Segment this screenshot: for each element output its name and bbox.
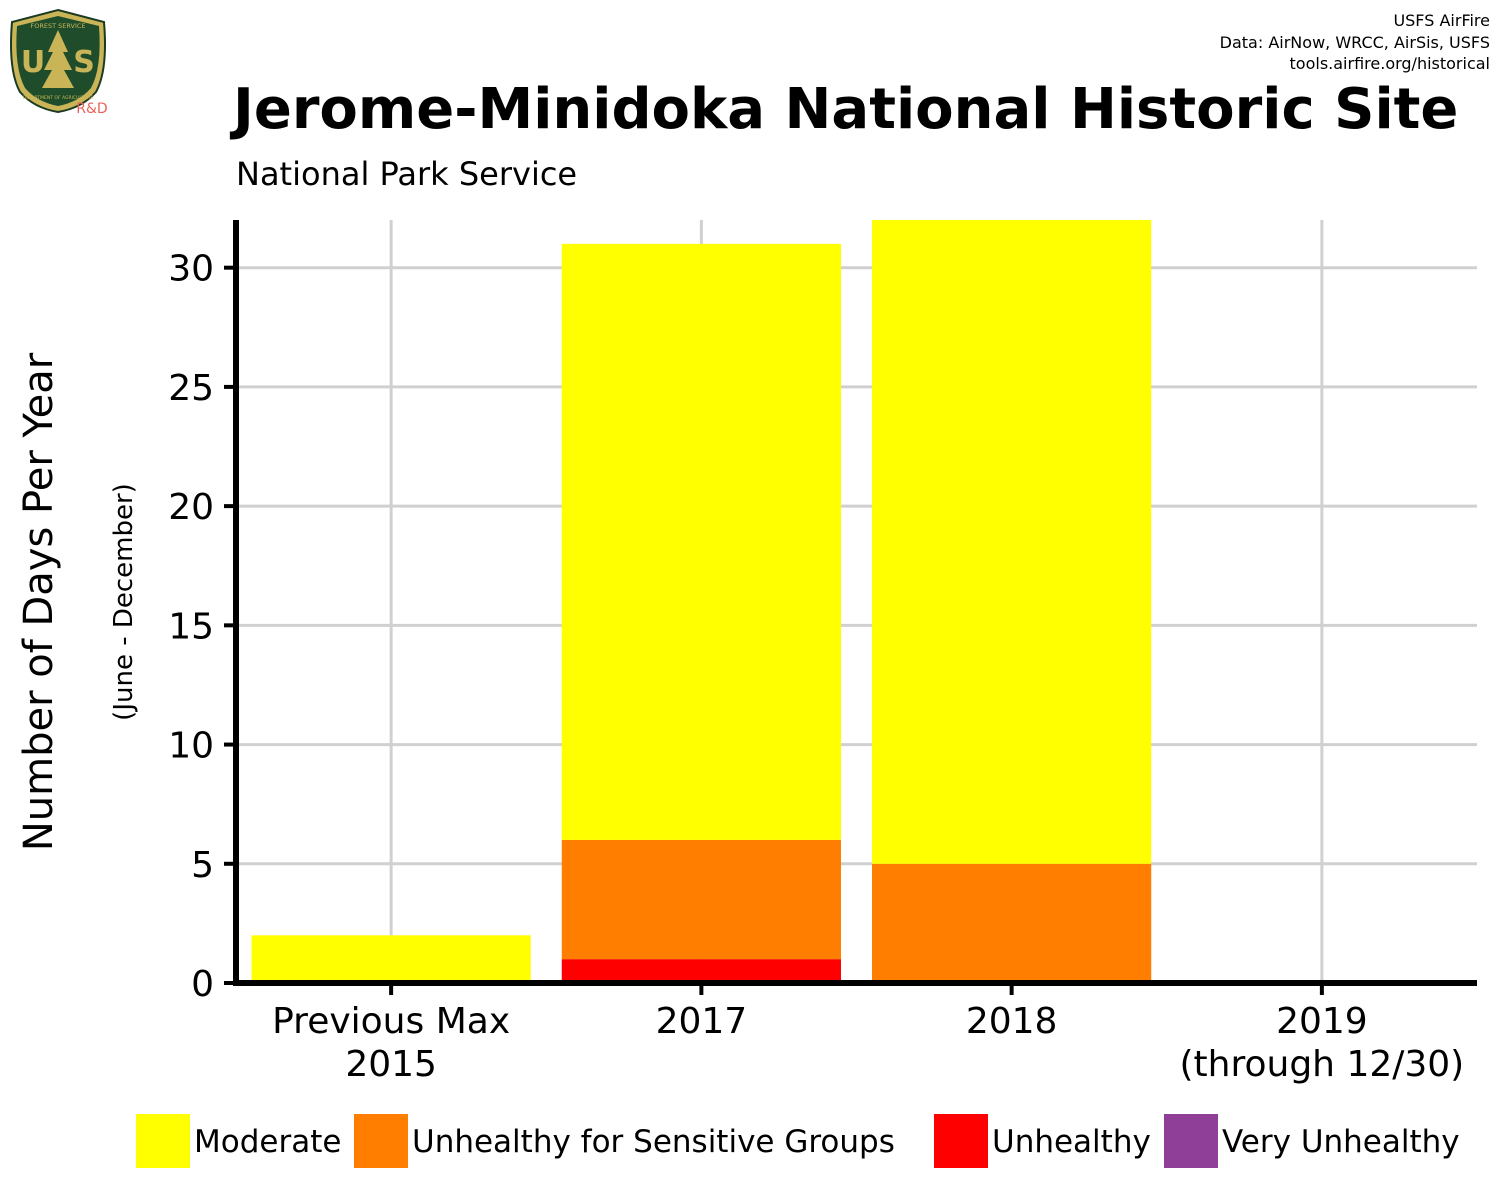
x-tick-label: 2019 [1276,1001,1368,1042]
legend-label-moderate: Moderate [194,1124,341,1160]
legend-swatch-moderate [136,1114,190,1168]
logo-letter-s: S [73,45,95,80]
bar-moderate [251,935,531,983]
y-tick-label: 5 [191,845,214,886]
legend-swatch-very-unhealthy [1164,1114,1218,1168]
legend-label-very-unhealthy: Very Unhealthy [1222,1124,1460,1160]
legend-label-unhealthy-for-sensitive-groups: Unhealthy for Sensitive Groups [412,1124,895,1160]
bar-unhealthy [561,959,841,983]
legend-swatch-unhealthy [934,1114,988,1168]
legend: Moderate Unhealthy for Sensitive Groups Un… [136,1114,1460,1168]
bar-unhealthy-for-sensitive-groups [872,863,1152,983]
chart-title: Jerome-Minidoka National Historic Site [229,77,1458,142]
bar-moderate [561,243,841,840]
logo-top-text: FOREST SERVICE [30,22,85,30]
x-tick-label: (through 12/30) [1180,1044,1465,1085]
x-tick-label: Previous Max [272,1001,510,1042]
legend-label-unhealthy: Unhealthy [992,1124,1151,1160]
x-tick-label: 2015 [345,1044,437,1085]
y-tick-label: 0 [191,964,214,1005]
forest-service-logo: U S FOREST SERVICE DEPARTMENT OF AGRICUL… [10,8,108,117]
y-tick-label: 10 [168,726,214,767]
credit-line-2: Data: AirNow, WRCC, AirSis, USFS [1220,33,1490,52]
bar-moderate [872,220,1152,864]
grid-lines [236,220,1477,985]
y-tick-labels: 0 5 10 15 20 25 30 [168,249,214,1005]
y-tick-label: 20 [168,487,214,528]
logo-letter-u: U [21,45,45,80]
chart-subtitle: National Park Service [236,155,577,193]
bar-unhealthy-for-sensitive-groups [561,839,841,960]
legend-swatch-unhealthy-for-sensitive-groups [354,1114,408,1168]
y-tick-label: 25 [168,368,214,409]
y-tick-label: 15 [168,606,214,647]
credit-line-3: tools.airfire.org/historical [1290,54,1490,73]
logo-bottom-text: DEPARTMENT OF AGRICULTURE [23,95,94,101]
x-tick-label: 2018 [966,1001,1058,1042]
logo-rd-tag: R&D [76,101,107,117]
y-tick-label: 30 [168,249,214,290]
y-axis-sublabel: (June - December) [109,483,139,721]
x-tick-label: 2017 [656,1001,748,1042]
axes [224,220,1477,995]
credit-line-1: USFS AirFire [1393,11,1490,30]
bars [251,220,1152,983]
y-axis-label: Number of Days Per Year [16,352,62,851]
